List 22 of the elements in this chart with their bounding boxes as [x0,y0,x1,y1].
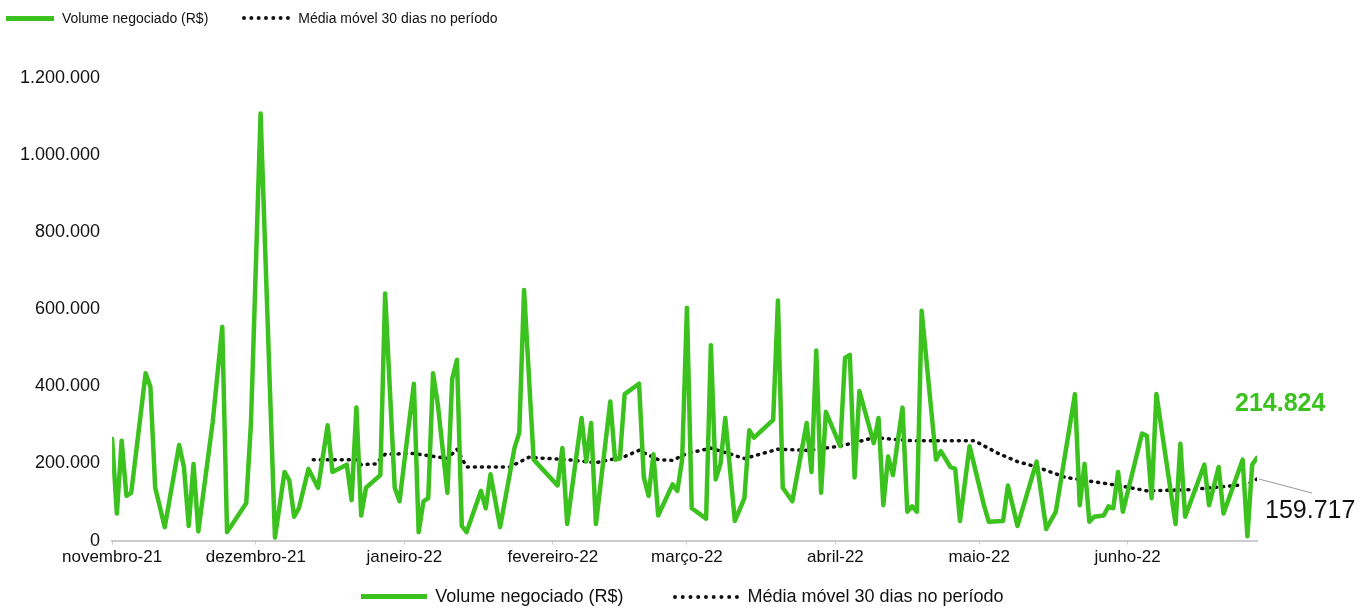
legend-label: Volume negociado (R$) [435,586,624,607]
y-tick-label: 0 [90,529,101,550]
annotation: 214.824 [1235,387,1326,416]
y-tick-label: 800.000 [35,221,101,242]
y-tick-label: 200.000 [35,452,101,473]
x-tick-label: abril-22 [807,547,864,567]
x-tick-label: janeiro-22 [365,547,443,567]
x-tick-label: março-22 [651,547,723,567]
x-tick-label: junho-22 [1093,547,1161,567]
annotation: 159.717 [1265,494,1356,523]
text: Volume negociado (R$) [62,10,209,26]
x-tick-label: novembro-21 [61,547,163,567]
x-tick-label: dezembro-21 [205,547,306,567]
y-tick-label: 400.000 [35,375,101,396]
y-tick-label: 1.200.000 [20,66,101,87]
y-tick-label: 1.000.000 [20,144,101,165]
legend-label: Média móvel 30 dias no período [747,586,1004,607]
x-tick-label: fevereiro-22 [507,547,599,567]
y-tick-label: 600.000 [35,298,101,319]
line-series [311,435,1257,493]
x-tick-label: maio-22 [948,547,1010,567]
text: Média móvel 30 dias no período [298,10,498,26]
